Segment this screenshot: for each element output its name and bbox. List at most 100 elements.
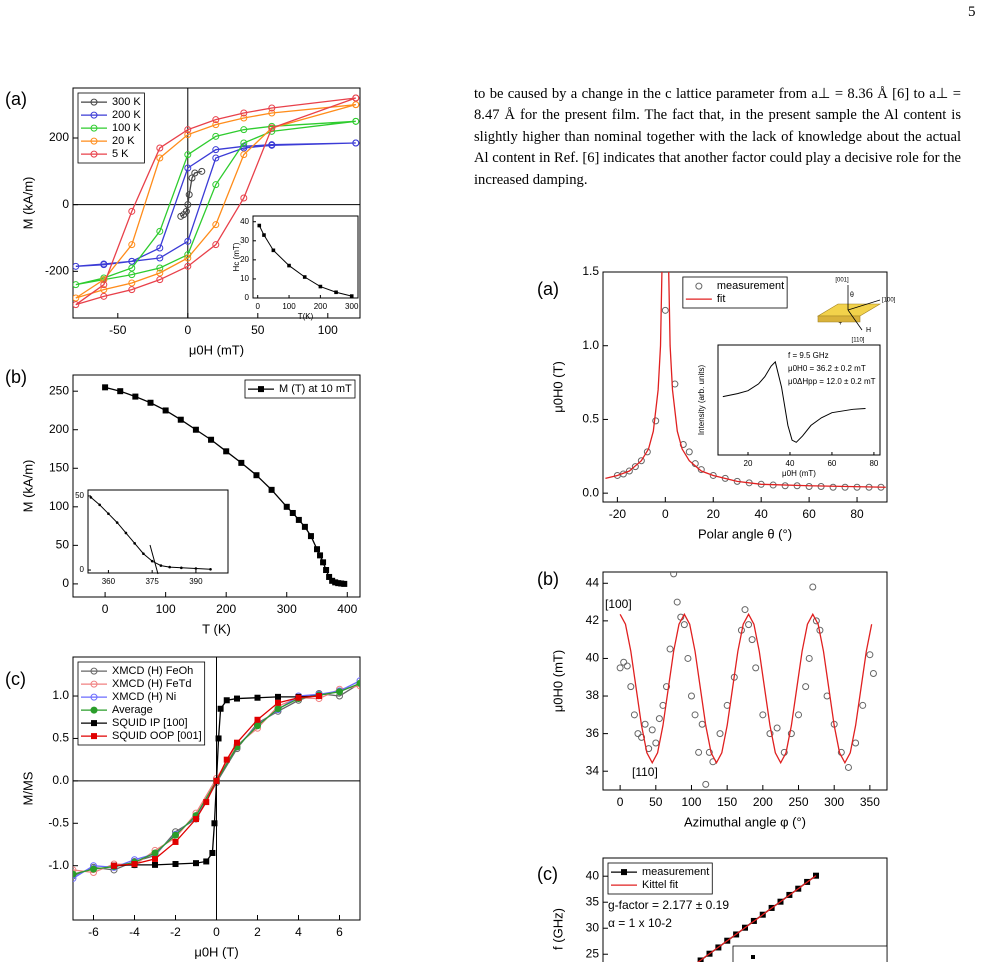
marker bbox=[802, 683, 810, 691]
marker bbox=[295, 516, 302, 523]
marker bbox=[212, 241, 220, 249]
marker bbox=[302, 275, 307, 279]
marker bbox=[152, 855, 158, 862]
marker bbox=[128, 264, 136, 272]
marker bbox=[301, 523, 308, 530]
marker bbox=[240, 151, 248, 159]
marker bbox=[705, 748, 713, 756]
marker bbox=[223, 448, 230, 455]
x-axis-label: Azimuthal angle φ (°) bbox=[684, 814, 806, 829]
marker bbox=[630, 711, 638, 719]
marker bbox=[184, 164, 192, 172]
marker bbox=[240, 114, 248, 122]
marker bbox=[773, 724, 781, 732]
marker bbox=[159, 564, 163, 567]
legend-label: XMCD (H) Ni bbox=[112, 691, 176, 703]
marker bbox=[91, 720, 97, 727]
x-axis-label: μ0H (mT) bbox=[189, 342, 244, 357]
marker bbox=[90, 98, 98, 106]
marker bbox=[89, 496, 93, 499]
legend-label: 300 K bbox=[112, 96, 141, 108]
marker bbox=[73, 301, 80, 309]
x-tick-label: 60 bbox=[827, 459, 836, 468]
panel-label: (a) bbox=[537, 279, 559, 299]
plot-area bbox=[89, 496, 212, 571]
marker bbox=[209, 567, 212, 571]
marker bbox=[666, 645, 674, 653]
marker bbox=[859, 701, 867, 709]
marker bbox=[829, 483, 837, 491]
x-tick-label: -20 bbox=[609, 507, 627, 521]
marker bbox=[151, 849, 159, 857]
marker bbox=[223, 756, 230, 763]
plot-area bbox=[616, 572, 877, 788]
marker bbox=[307, 533, 314, 540]
marker bbox=[661, 306, 669, 314]
marker bbox=[100, 276, 108, 284]
y-tick-label: -0.5 bbox=[48, 815, 69, 829]
marker bbox=[168, 565, 171, 569]
y-tick-label: 35 bbox=[586, 894, 600, 908]
x-axis-label: Polar angle θ (°) bbox=[698, 526, 792, 541]
marker bbox=[117, 388, 124, 395]
y-tick-label: 20 bbox=[240, 255, 249, 264]
x-tick-label: 20 bbox=[707, 507, 721, 521]
y-tick-label: 0 bbox=[245, 293, 250, 302]
marker bbox=[652, 417, 660, 425]
marker bbox=[73, 262, 80, 270]
marker bbox=[616, 664, 624, 672]
marker bbox=[318, 284, 323, 289]
legend-label: Average bbox=[112, 704, 153, 716]
plot-area bbox=[722, 360, 866, 443]
marker bbox=[198, 167, 206, 175]
series-line bbox=[697, 875, 817, 962]
sample-front bbox=[817, 315, 861, 323]
marker bbox=[787, 730, 795, 738]
marker bbox=[128, 271, 136, 279]
y-tick-label: 0 bbox=[62, 197, 69, 211]
x-tick-label: 40 bbox=[786, 459, 795, 468]
marker bbox=[184, 237, 192, 245]
marker bbox=[142, 552, 145, 556]
legend-label: measurement bbox=[642, 866, 709, 878]
panel-label: (c) bbox=[5, 669, 26, 689]
y-tick-label: 25 bbox=[586, 946, 600, 960]
legend-label: SQUID OOP [001] bbox=[112, 730, 202, 742]
marker bbox=[100, 292, 108, 300]
marker bbox=[150, 559, 154, 563]
x-tick-label: 300 bbox=[824, 795, 844, 809]
marker bbox=[209, 849, 216, 856]
marker bbox=[673, 598, 681, 606]
legend: M (T) at 10 mT bbox=[244, 379, 356, 399]
x-tick-label: 0 bbox=[617, 795, 624, 809]
marker bbox=[691, 711, 699, 719]
marker bbox=[184, 201, 192, 209]
plot-area bbox=[605, 272, 886, 491]
marker bbox=[184, 151, 192, 159]
marker bbox=[191, 169, 199, 177]
marker bbox=[152, 861, 158, 868]
marker bbox=[356, 679, 360, 687]
marker bbox=[73, 281, 80, 289]
marker bbox=[193, 816, 199, 823]
x-tick-label: 40 bbox=[754, 507, 768, 521]
legend-label: 100 K bbox=[112, 122, 141, 134]
axis-arrow bbox=[847, 309, 863, 331]
arrow bbox=[149, 544, 159, 575]
x-tick-label: 400 bbox=[337, 602, 357, 616]
series-line bbox=[75, 142, 356, 267]
legend-label: XMCD (H) FeTd bbox=[112, 678, 191, 690]
marker bbox=[203, 799, 210, 806]
marker bbox=[128, 207, 136, 215]
marker bbox=[684, 654, 692, 662]
marker bbox=[100, 260, 108, 268]
x-tick-label: 2 bbox=[254, 925, 261, 939]
y-axis-label: μ0H0 (T) bbox=[550, 361, 565, 413]
marker bbox=[316, 693, 322, 700]
marker bbox=[156, 244, 164, 252]
marker bbox=[326, 573, 333, 580]
marker bbox=[240, 194, 248, 202]
marker bbox=[323, 567, 330, 574]
annotation: [100] bbox=[605, 597, 632, 611]
y-tick-label: 50 bbox=[75, 491, 84, 500]
